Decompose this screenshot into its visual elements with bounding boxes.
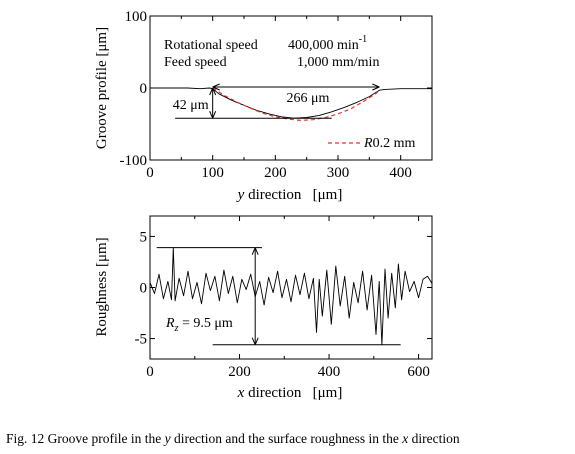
roughness-y-axis-title: Roughness [μm] bbox=[94, 237, 110, 336]
roughness-x-tick-label: 0 bbox=[146, 364, 154, 380]
roughness-plot-frame bbox=[149, 215, 433, 360]
groove-profile-x-tick-label: 100 bbox=[201, 165, 224, 181]
groove-profile-plot-frame bbox=[149, 15, 433, 161]
groove-depth-arrowhead-top-a bbox=[209, 87, 214, 96]
rz-arrowhead-top-a bbox=[251, 247, 256, 255]
rotational-speed-number: 400,000 min bbox=[288, 38, 359, 53]
roughness-y-tick-label: -5 bbox=[135, 332, 148, 348]
groove-depth-arrowhead-top-b bbox=[212, 87, 217, 96]
caption-part-1: Fig. 12 Groove profile in the bbox=[6, 431, 165, 446]
groove-depth-arrowhead-bottom-a bbox=[209, 111, 214, 119]
rotational-speed-exponent: -1 bbox=[359, 34, 367, 45]
roughness-ticks bbox=[149, 216, 432, 359]
roughness-x-tick-label: 400 bbox=[318, 364, 341, 380]
rz-symbol: R bbox=[165, 316, 175, 331]
groove-profile-x-axis-unit: direction [μm] bbox=[244, 187, 342, 203]
legend-r-value: 0.2 mm bbox=[373, 136, 416, 151]
groove-profile-x-tick-label: 300 bbox=[327, 165, 350, 181]
roughness-x-axis-title: x direction [μm] bbox=[237, 385, 343, 401]
roughness-y-tick-label: 0 bbox=[140, 281, 148, 297]
groove-depth-arrowhead-bottom-b bbox=[212, 111, 217, 119]
groove-profile-x-axis-title: y direction [μm] bbox=[236, 187, 343, 203]
groove-profile-y-tick-label: 0 bbox=[140, 81, 148, 97]
groove-profile-legend: R0.2 mm bbox=[328, 136, 415, 151]
groove-profile-fit-curve bbox=[212, 87, 380, 122]
groove-profile-measured-line bbox=[150, 87, 432, 119]
feed-speed-label: Feed speed bbox=[164, 55, 227, 70]
groove-profile-x-tick-label: 0 bbox=[146, 165, 154, 181]
groove-profile-series bbox=[150, 87, 432, 122]
legend-r-symbol: R bbox=[363, 136, 373, 151]
roughness-chart: 0 200 400 600 -5 0 5 Roughness [μm] x directio… bbox=[94, 215, 433, 401]
roughness-tick-labels: 0 200 400 600 -5 0 5 bbox=[135, 229, 430, 380]
groove-depth-annotation: 42 μm bbox=[173, 87, 332, 119]
figure-caption: Fig. 12 Groove profile in the y directio… bbox=[6, 431, 575, 447]
caption-part-2: direction and the surface roughness in t… bbox=[170, 431, 403, 446]
rz-arrowhead-bottom-a bbox=[251, 337, 256, 345]
roughness-y-tick-label: 5 bbox=[140, 229, 148, 245]
caption-var-y: y bbox=[164, 431, 171, 446]
groove-profile-x-tick-label: 200 bbox=[264, 165, 287, 181]
rz-arrowhead-bottom-b bbox=[254, 337, 259, 345]
legend-r02-label: R0.2 mm bbox=[363, 136, 415, 151]
roughness-measured-line bbox=[149, 247, 433, 346]
groove-profile-x-axis-variable: y bbox=[236, 187, 245, 203]
caption-var-x: x bbox=[402, 431, 409, 446]
groove-profile-y-axis-title: Groove profile [μm] bbox=[94, 27, 110, 149]
groove-profile-x-tick-label: 400 bbox=[389, 165, 412, 181]
roughness-x-axis-variable: x bbox=[237, 385, 245, 401]
groove-profile-y-tick-label: 100 bbox=[125, 9, 148, 25]
roughness-x-tick-label: 200 bbox=[228, 364, 251, 380]
roughness-series bbox=[149, 247, 433, 346]
rz-value-label: Rz = 9.5 μm bbox=[165, 316, 233, 334]
roughness-x-tick-label: 600 bbox=[407, 364, 430, 380]
rz-value: = 9.5 μm bbox=[178, 316, 232, 331]
rz-arrowhead-top-b bbox=[254, 247, 259, 255]
caption-part-3: direction bbox=[408, 431, 460, 446]
feed-speed-value: 1,000 mm/min bbox=[297, 55, 379, 70]
groove-width-annotation: 266 μm bbox=[212, 83, 380, 106]
groove-width-arrowhead-right-bottom bbox=[372, 86, 380, 91]
groove-width-value: 266 μm bbox=[287, 91, 330, 106]
groove-width-arrowhead-left-top bbox=[212, 83, 220, 88]
groove-profile-y-tick-label: -100 bbox=[120, 153, 148, 169]
rz-subscript: z bbox=[174, 323, 179, 334]
rotational-speed-label: Rotational speed bbox=[164, 38, 258, 53]
groove-width-arrowhead-right-top bbox=[372, 83, 380, 88]
groove-depth-value: 42 μm bbox=[173, 98, 209, 113]
rz-annotation: Rz = 9.5 μm bbox=[156, 247, 401, 346]
roughness-x-axis-unit: direction [μm] bbox=[244, 385, 342, 401]
groove-width-arrowhead-left-bottom bbox=[212, 86, 220, 91]
rotational-speed-value: 400,000 min-1 bbox=[288, 34, 367, 53]
